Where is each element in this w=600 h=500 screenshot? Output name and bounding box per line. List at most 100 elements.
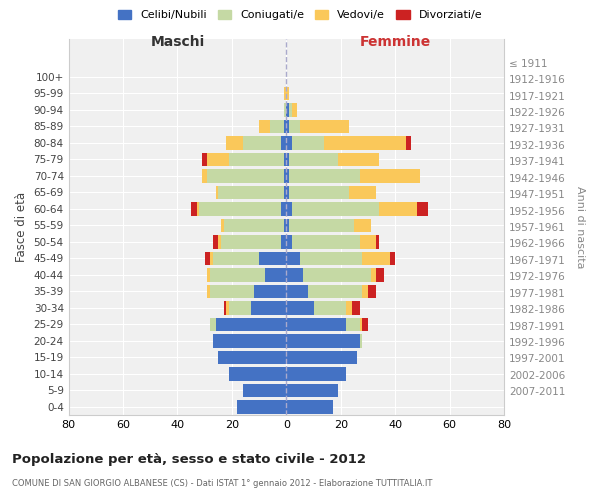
Bar bbox=[243, 384, 286, 397]
Bar bbox=[215, 186, 218, 199]
Bar bbox=[254, 284, 286, 298]
Bar bbox=[281, 202, 286, 215]
Bar bbox=[286, 268, 302, 281]
Bar bbox=[286, 284, 308, 298]
Bar bbox=[417, 202, 428, 215]
Bar bbox=[360, 169, 419, 182]
Bar bbox=[208, 284, 210, 298]
Bar bbox=[221, 218, 224, 232]
Bar bbox=[265, 268, 286, 281]
Bar bbox=[284, 86, 286, 100]
Bar bbox=[371, 268, 376, 281]
Bar bbox=[286, 218, 289, 232]
Bar bbox=[360, 235, 376, 248]
Bar bbox=[289, 218, 355, 232]
Bar bbox=[284, 103, 286, 117]
Bar bbox=[292, 103, 297, 117]
Bar bbox=[360, 318, 362, 331]
Bar bbox=[218, 350, 286, 364]
Bar bbox=[284, 218, 286, 232]
Bar bbox=[226, 301, 229, 314]
Bar bbox=[355, 218, 371, 232]
Bar bbox=[210, 268, 265, 281]
Bar bbox=[376, 268, 384, 281]
Bar bbox=[286, 350, 357, 364]
Bar bbox=[286, 103, 289, 117]
Bar bbox=[259, 252, 286, 265]
Bar bbox=[286, 202, 292, 215]
Bar bbox=[210, 318, 215, 331]
Bar bbox=[286, 367, 346, 380]
Bar bbox=[352, 301, 360, 314]
Bar bbox=[286, 169, 289, 182]
Bar bbox=[338, 152, 379, 166]
Bar bbox=[251, 301, 286, 314]
Bar bbox=[286, 252, 300, 265]
Bar bbox=[362, 252, 389, 265]
Bar bbox=[314, 301, 346, 314]
Bar bbox=[286, 400, 332, 413]
Bar bbox=[286, 136, 292, 149]
Bar bbox=[286, 235, 292, 248]
Bar bbox=[259, 120, 270, 133]
Bar bbox=[286, 120, 289, 133]
Text: COMUNE DI SAN GIORGIO ALBANESE (CS) - Dati ISTAT 1° gennaio 2012 - Elaborazione : COMUNE DI SAN GIORGIO ALBANESE (CS) - Da… bbox=[12, 480, 433, 488]
Bar bbox=[284, 120, 286, 133]
Bar bbox=[300, 120, 349, 133]
Bar bbox=[213, 235, 218, 248]
Bar bbox=[208, 169, 284, 182]
Bar bbox=[286, 86, 289, 100]
Bar bbox=[210, 252, 213, 265]
Bar bbox=[218, 186, 284, 199]
Bar bbox=[289, 169, 360, 182]
Legend: Celibi/Nubili, Coniugati/e, Vedovi/e, Divorziati/e: Celibi/Nubili, Coniugati/e, Vedovi/e, Di… bbox=[113, 6, 487, 25]
Bar bbox=[302, 268, 371, 281]
Bar bbox=[210, 284, 254, 298]
Bar bbox=[289, 120, 300, 133]
Bar bbox=[292, 202, 379, 215]
Bar bbox=[213, 334, 286, 347]
Bar bbox=[208, 152, 229, 166]
Bar bbox=[229, 367, 286, 380]
Bar bbox=[389, 252, 395, 265]
Bar bbox=[208, 268, 210, 281]
Bar bbox=[349, 186, 376, 199]
Bar bbox=[218, 235, 221, 248]
Bar bbox=[292, 235, 360, 248]
Bar bbox=[215, 318, 286, 331]
Bar bbox=[346, 301, 352, 314]
Bar bbox=[191, 202, 197, 215]
Bar bbox=[286, 301, 314, 314]
Bar bbox=[376, 235, 379, 248]
Bar bbox=[199, 202, 281, 215]
Bar bbox=[289, 103, 292, 117]
Bar bbox=[226, 136, 243, 149]
Bar bbox=[368, 284, 376, 298]
Bar bbox=[292, 136, 325, 149]
Text: Maschi: Maschi bbox=[151, 35, 205, 49]
Bar bbox=[325, 136, 406, 149]
Bar bbox=[238, 400, 286, 413]
Bar bbox=[284, 152, 286, 166]
Bar bbox=[289, 186, 349, 199]
Bar bbox=[197, 202, 199, 215]
Bar bbox=[281, 235, 286, 248]
Bar bbox=[360, 334, 362, 347]
Bar bbox=[286, 186, 289, 199]
Bar bbox=[243, 136, 281, 149]
Bar bbox=[284, 169, 286, 182]
Bar bbox=[286, 152, 289, 166]
Text: Popolazione per età, sesso e stato civile - 2012: Popolazione per età, sesso e stato civil… bbox=[12, 452, 366, 466]
Bar bbox=[281, 136, 286, 149]
Bar bbox=[362, 318, 368, 331]
Bar bbox=[406, 136, 412, 149]
Bar bbox=[379, 202, 417, 215]
Bar bbox=[346, 318, 360, 331]
Y-axis label: Anni di nascita: Anni di nascita bbox=[575, 186, 585, 268]
Bar bbox=[300, 252, 362, 265]
Bar bbox=[205, 252, 210, 265]
Bar bbox=[221, 235, 281, 248]
Y-axis label: Fasce di età: Fasce di età bbox=[15, 192, 28, 262]
Bar bbox=[229, 301, 251, 314]
Bar bbox=[224, 301, 226, 314]
